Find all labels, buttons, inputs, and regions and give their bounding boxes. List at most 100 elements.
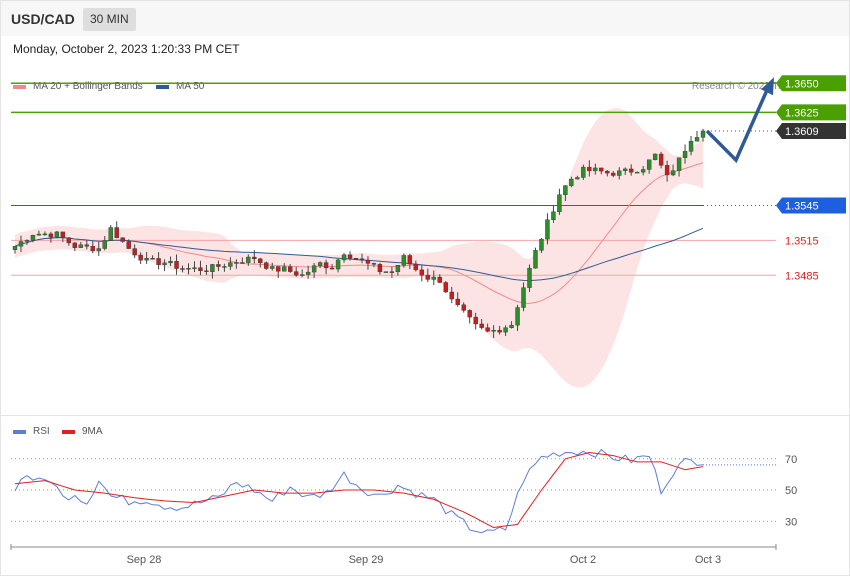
candle-body-37 — [234, 262, 239, 264]
candle-body-59 — [365, 259, 371, 264]
level-tag-0 — [776, 75, 846, 92]
candle-body-34 — [216, 264, 221, 267]
candle-body-68 — [419, 269, 425, 276]
candle-body-7 — [54, 231, 60, 238]
candle-body-38 — [240, 262, 245, 264]
candle-body-112 — [682, 151, 688, 158]
rsi-panel: 70 50 30 — [11, 448, 797, 534]
rsi-level-label-1: 50 — [785, 485, 797, 497]
candle-body-94 — [575, 177, 580, 180]
legend-rsi: RSI — [13, 426, 50, 437]
candle-body-65 — [401, 255, 407, 266]
candle-body-10 — [72, 242, 78, 248]
candle-body-22 — [144, 258, 149, 261]
candle-body-64 — [395, 265, 401, 273]
candle-body-69 — [425, 274, 430, 280]
ma20-swatch — [13, 84, 26, 89]
candle-body-29 — [186, 268, 191, 270]
rsi-level-label-2: 30 — [785, 516, 797, 528]
candle-body-60 — [371, 263, 377, 265]
ma20-label: MA 20 + Bollinger Bands — [33, 81, 143, 92]
candle-body-98 — [599, 167, 604, 172]
candle-body-67 — [413, 263, 419, 271]
candle-body-102 — [623, 168, 628, 172]
panel-divider — [1, 415, 849, 416]
candle-body-16 — [108, 227, 113, 241]
level-labels: 1.3650 1.3625 1.3609 1.3545 1.3515 1.3485 — [776, 75, 846, 282]
candle-body-81 — [497, 329, 502, 333]
candle-body-33 — [210, 264, 215, 272]
rsi-ma-label: 9MA — [82, 426, 103, 437]
candle-body-55 — [341, 254, 347, 261]
candle-body-95 — [581, 166, 586, 178]
bollinger-bands — [15, 108, 703, 388]
candle-body-103 — [629, 168, 634, 173]
timeframe-button[interactable]: 30 MIN — [83, 8, 136, 31]
candle-body-93 — [569, 178, 574, 186]
bollinger-band-area — [15, 108, 703, 388]
candle-body-20 — [132, 248, 137, 256]
candle-body-21 — [138, 254, 143, 261]
level-tag-2 — [776, 122, 846, 139]
candle-body-52 — [323, 262, 329, 269]
ma50-swatch — [156, 84, 169, 89]
candle-body-111 — [676, 157, 682, 171]
candle-body-82 — [503, 327, 508, 333]
chart-header: USD/CAD 30 MIN — [1, 1, 849, 36]
x-tick-label-3: Oct 3 — [695, 554, 721, 566]
candle-body-2 — [24, 240, 30, 242]
forecast-path — [705, 82, 772, 164]
candle-body-58 — [359, 258, 365, 261]
candle-body-71 — [437, 276, 442, 283]
candle-body-63 — [389, 271, 395, 273]
candle-body-110 — [670, 170, 676, 176]
candle-body-113 — [688, 140, 694, 152]
candle-body-109 — [664, 165, 670, 176]
candle-body-97 — [593, 167, 598, 172]
candle-body-1 — [18, 241, 24, 247]
candle-body-87 — [533, 250, 538, 269]
chart-date: Monday, October 2, 2023 1:20:33 PM CET — [13, 42, 240, 56]
candle-body-45 — [282, 266, 287, 272]
ma50-line — [14, 227, 704, 282]
candle-body-14 — [96, 248, 101, 252]
candle-body-13 — [90, 246, 95, 252]
candle-body-27 — [174, 261, 179, 269]
candle-body-50 — [311, 265, 317, 273]
legend-ma20: MA 20 + Bollinger Bands — [13, 81, 143, 92]
candle-body-83 — [509, 324, 514, 328]
level-label-0: 1.3650 — [785, 78, 819, 90]
rsi-level-label-0: 70 — [785, 454, 797, 466]
candle-body-42 — [264, 262, 269, 269]
candle-body-23 — [150, 258, 155, 260]
candle-body-31 — [198, 267, 203, 271]
candle-body-6 — [48, 233, 54, 238]
candle-body-77 — [473, 316, 478, 325]
candle-body-57 — [353, 258, 359, 260]
candle-body-43 — [270, 266, 275, 269]
candle-body-15 — [102, 240, 107, 249]
candle-body-70 — [431, 276, 436, 280]
symbol-title: USD/CAD — [11, 11, 75, 27]
candle-body-53 — [329, 267, 335, 270]
candle-body-35 — [222, 266, 227, 268]
candle-body-4 — [36, 233, 42, 236]
x-tick-label-1: Sep 29 — [349, 554, 384, 566]
level-label-2: 1.3609 — [785, 126, 819, 138]
rsi-ma-swatch — [62, 429, 75, 434]
candle-body-49 — [305, 271, 311, 275]
candle-body-115 — [700, 130, 706, 138]
candle-body-90 — [551, 211, 556, 220]
level-tag-3 — [776, 197, 846, 214]
candle-body-74 — [455, 298, 460, 305]
candle-body-32 — [204, 270, 209, 272]
candle-body-28 — [180, 268, 185, 270]
rsi-label: RSI — [33, 426, 50, 437]
rsi-ma-line — [14, 451, 704, 529]
forecast-arrowhead — [761, 77, 774, 96]
candle-body-47 — [293, 271, 299, 276]
candle-body-114 — [694, 137, 700, 142]
candle-body-73 — [449, 291, 454, 300]
legend-rsi-ma: 9MA — [62, 426, 103, 437]
